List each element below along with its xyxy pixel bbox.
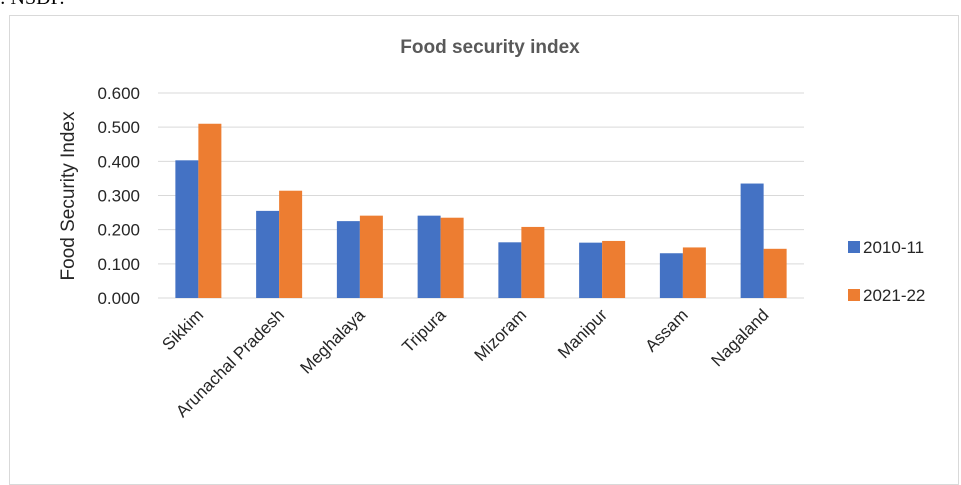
gridlines — [158, 92, 804, 299]
page-text-fragment: : NSDP. — [0, 0, 64, 10]
bar-2021-22-meghalaya — [359, 215, 383, 298]
bars — [175, 123, 787, 298]
y-tick-label: 0.500 — [97, 118, 140, 137]
y-tick-label: 0.100 — [97, 255, 140, 274]
y-tick-label: 0.000 — [97, 289, 140, 308]
chart-title: Food security index — [400, 37, 580, 58]
x-tick-label: Mizoram — [471, 305, 531, 365]
bar-2010-11-meghalaya — [336, 221, 360, 298]
y-tick-label: 0.300 — [97, 187, 140, 206]
legend-label: 2021-22 — [863, 286, 925, 305]
bar-2021-22-assam — [682, 247, 706, 298]
x-tick-label: Nagaland — [708, 305, 773, 370]
bar-2021-22-manipur — [602, 240, 626, 298]
bar-2021-22-nagaland — [763, 248, 787, 298]
legend-swatch — [848, 241, 860, 253]
legend: 2010-11 2021-22 — [848, 238, 925, 305]
bar-2010-11-sikkim — [175, 160, 199, 298]
bar-2021-22-tripura — [440, 217, 464, 298]
y-axis-tick-labels: 0.000 0.100 0.200 0.300 0.400 0.500 0.600 — [97, 84, 140, 308]
y-tick-label: 0.600 — [97, 84, 140, 103]
bar-2010-11-manipur — [579, 242, 603, 298]
bar-chart: Food security index 0.000 0.100 0.200 0.300… — [58, 37, 925, 421]
bar-2010-11-nagaland — [740, 183, 764, 298]
x-tick-label: Meghalaya — [296, 305, 369, 378]
y-tick-label: 0.400 — [97, 152, 140, 171]
x-tick-label: Sikkim — [158, 305, 207, 354]
bar-2010-11-arunachal-pradesh — [256, 210, 280, 298]
bar-2021-22-arunachal-pradesh — [279, 190, 303, 298]
legend-swatch — [848, 289, 860, 301]
legend-label: 2010-11 — [863, 238, 924, 257]
y-axis-title: Food Security Index — [58, 111, 79, 280]
x-tick-label: Manipur — [554, 305, 611, 362]
x-tick-label: Assam — [642, 305, 692, 355]
y-tick-label: 0.200 — [97, 221, 140, 240]
bar-2010-11-mizoram — [498, 242, 522, 298]
bar-2021-22-mizoram — [521, 226, 545, 298]
x-tick-label: Tripura — [398, 305, 449, 356]
bar-2021-22-sikkim — [198, 123, 222, 298]
bar-2010-11-tripura — [417, 215, 441, 298]
bar-2010-11-assam — [659, 253, 683, 298]
